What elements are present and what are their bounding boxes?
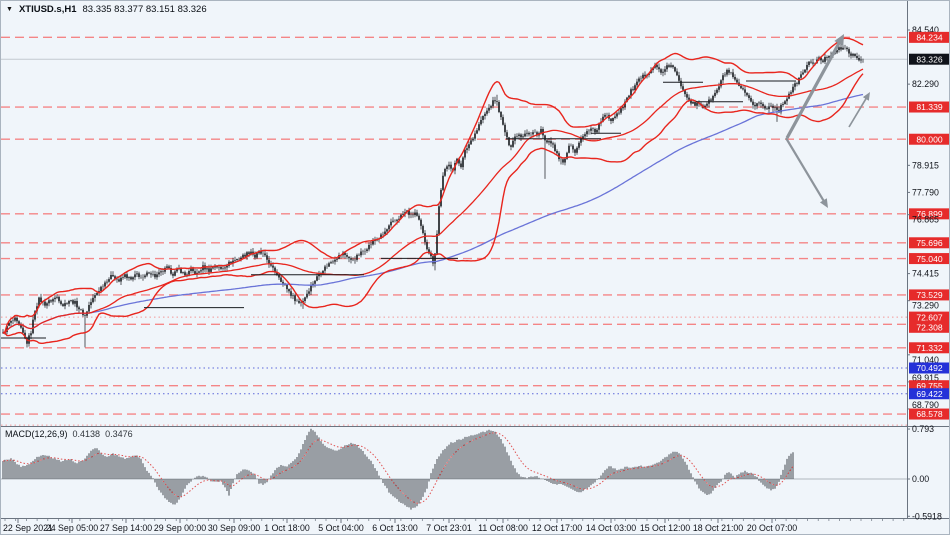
time-axis-label[interactable]: 11 Oct 08:00 — [478, 523, 528, 533]
macd-scale-label: -0.5918 — [912, 511, 942, 521]
time-axis-label[interactable]: 6 Oct 13:00 — [372, 523, 418, 533]
fast-ma-line — [2, 68, 864, 334]
price-badge-75.040 — [909, 253, 949, 265]
macd-main-value: 0.4138 — [72, 429, 101, 439]
price-badge-72.607 — [909, 311, 949, 323]
price-badge-label: 69.755 — [916, 381, 943, 391]
price-badge-72.308 — [909, 321, 949, 333]
time-axis-label[interactable]: 27 Sep 14:00 — [100, 523, 152, 533]
macd-signal-value: 0.3476 — [105, 429, 133, 439]
price-badge-label: 68.578 — [916, 409, 943, 419]
time-axis-label[interactable]: 24 Sep 05:00 — [46, 523, 98, 533]
price-badge-69.422 — [909, 388, 949, 400]
price-badge-68.578 — [909, 408, 949, 420]
price-tick-label: 74.415 — [912, 269, 939, 279]
trend-arrow-head — [819, 198, 828, 208]
price-badge-label: 75.696 — [916, 238, 943, 248]
price-badge-label: 72.308 — [916, 323, 943, 333]
time-axis-label[interactable]: 29 Sep 00:00 — [154, 523, 206, 533]
slow-ma-line — [2, 93, 864, 334]
support-resistance-levels — [1, 36, 907, 426]
symbol-dropdown-icon[interactable]: ▼ — [6, 6, 13, 13]
price-tick-label: 69.915 — [912, 373, 939, 383]
macd-scale-label: 0.00 — [912, 474, 929, 484]
macd-indicator-label: MACD(12,26,9) 0.4138 0.3476 — [5, 429, 133, 439]
macd-scale-label: 0.793 — [912, 424, 934, 434]
time-axis-label[interactable]: 18 Oct 21:00 — [693, 523, 743, 533]
macd-name: MACD(12,26,9) — [5, 429, 68, 439]
time-axis-label[interactable]: 20 Oct 07:00 — [747, 523, 797, 533]
price-badge-75.696 — [909, 237, 949, 249]
time-axis-label[interactable]: 1 Oct 18:00 — [264, 523, 310, 533]
trend-arrow-shaft[interactable] — [785, 40, 842, 139]
chart-title: ▼ XTIUSD.s,H1 83.335 83.377 83.151 83.32… — [6, 4, 207, 15]
price-tick-label: 78.915 — [912, 160, 939, 170]
price-badge-label: 75.040 — [916, 254, 943, 264]
time-axis-label[interactable]: 14 Oct 03:00 — [586, 523, 636, 533]
macd-signal-line — [2, 432, 794, 504]
price-badge-83.326 — [909, 53, 949, 65]
time-axis-label[interactable]: 15 Oct 12:00 — [640, 523, 690, 533]
bollinger-lower-band — [2, 73, 864, 344]
time-axis-label[interactable]: 12 Oct 17:00 — [532, 523, 582, 533]
macd-pane[interactable] — [1, 428, 907, 510]
time-axis-label[interactable]: 30 Sep 09:00 — [208, 523, 260, 533]
price-badge-label: 73.529 — [916, 290, 943, 300]
price-badge-label: 72.607 — [916, 312, 943, 322]
price-tick-label: 82.290 — [912, 79, 939, 89]
price-badge-label: 83.326 — [916, 54, 943, 64]
price-badge-label: 71.332 — [916, 343, 943, 353]
price-badge-label: 69.422 — [916, 389, 943, 399]
trend-arrow-shaft[interactable] — [785, 137, 826, 203]
price-badge-label: 76.899 — [916, 209, 943, 219]
main-price-pane[interactable] — [1, 34, 907, 426]
price-tick-label: 68.790 — [912, 400, 939, 410]
trend-arrow-head — [862, 92, 870, 101]
price-badge-84.234 — [909, 31, 949, 43]
trend-arrow-shaft[interactable] — [848, 96, 868, 128]
price-badge-76.899 — [909, 208, 949, 220]
trend-arrow-head — [834, 34, 844, 46]
bollinger-upper-band — [2, 37, 864, 334]
price-badge-70.492 — [909, 362, 949, 374]
price-badge-71.332 — [909, 342, 949, 354]
macd-histogram — [2, 428, 794, 510]
time-axis-label[interactable]: 22 Sep 2021 — [3, 523, 53, 533]
time-axis-label[interactable]: 5 Oct 04:00 — [318, 523, 364, 533]
price-badge-label: 84.234 — [916, 33, 943, 43]
price-badge-73.529 — [909, 289, 949, 301]
price-tick-label: 76.865 — [912, 215, 939, 225]
price-tick-label: 77.790 — [912, 187, 939, 197]
symbol-period-label: XTIUSD.s,H1 — [18, 4, 77, 15]
price-badge-label: 70.492 — [916, 363, 943, 373]
price-badge-69.755 — [909, 380, 949, 392]
price-tick-label: 73.290 — [912, 301, 939, 311]
price-badge-label: 80.000 — [916, 134, 943, 144]
time-axis-label[interactable]: 7 Oct 23:01 — [426, 523, 472, 533]
price-tick-label: 84.540 — [912, 25, 939, 35]
price-badge-label: 81.339 — [916, 102, 943, 112]
price-tick-label: 71.040 — [912, 355, 939, 365]
price-badge-81.339 — [909, 101, 949, 113]
ohlc-values: 83.335 83.377 83.151 83.326 — [82, 4, 207, 15]
price-badge-80.000 — [909, 133, 949, 145]
